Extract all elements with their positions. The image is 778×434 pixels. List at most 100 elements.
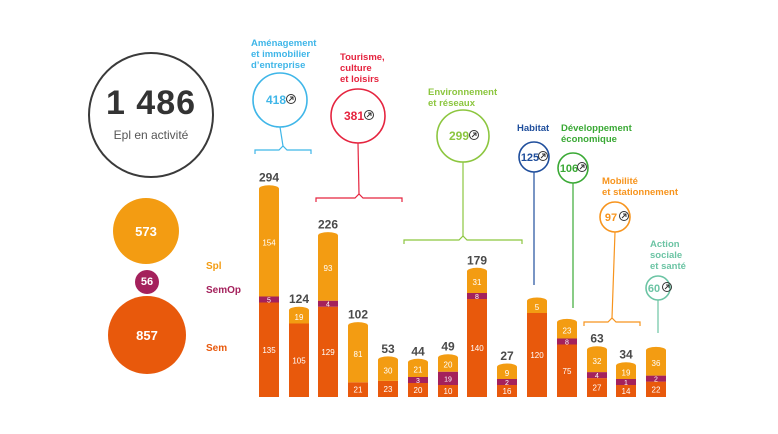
bar-segment-spl	[557, 322, 577, 339]
group-connector-line	[357, 142, 360, 195]
bar-top-cap	[616, 362, 636, 370]
bar-segment-label: 105	[292, 356, 306, 365]
semop-total-circle: 56	[135, 270, 159, 294]
group-name-line: Habitat	[517, 123, 550, 134]
bar-segment-label: 31	[473, 278, 482, 287]
arrow-icon	[579, 164, 585, 170]
bar-segment-label: 23	[384, 385, 393, 394]
semop-total-value: 56	[140, 276, 154, 288]
bar-total-label: 102	[348, 308, 368, 322]
bar-total-label: 34	[619, 348, 633, 362]
bar-segment-sem	[616, 385, 636, 397]
bar-segment-label: 2	[654, 377, 658, 384]
group-connector-line	[611, 231, 616, 319]
sem-total-circle: 857	[108, 296, 186, 374]
bar-segment-spl	[378, 359, 398, 381]
bar-segment-sem	[467, 299, 487, 397]
group-bracket	[254, 145, 312, 154]
bar-top-cap	[408, 358, 428, 366]
bar-segment-semop	[587, 372, 607, 379]
row-label-spl: Spl	[206, 261, 222, 272]
bar-segment-spl	[467, 271, 487, 293]
bar-segment-label: 154	[262, 239, 276, 248]
bar-segment-sem	[587, 378, 607, 397]
bar-segment-semop	[259, 296, 279, 303]
total-epl-value: 1 486	[105, 84, 197, 122]
bar-segment-spl	[289, 310, 309, 324]
bar-segment-label: 16	[503, 387, 512, 396]
bar-segment-sem	[646, 381, 666, 397]
bar-segment-label: 140	[470, 344, 484, 353]
bar-segment-label: 8	[475, 294, 479, 301]
arrow-icon	[366, 112, 372, 118]
arrow-icon	[540, 153, 546, 159]
bar-segment-sem	[527, 313, 547, 397]
group-total-value: 106	[560, 163, 578, 175]
bar-segment-sem	[408, 383, 428, 397]
bar-segment-label: 1	[624, 380, 628, 387]
group-total-value: 97	[605, 212, 617, 224]
bar-segment-sem	[438, 385, 458, 397]
external-link-icon	[286, 94, 296, 104]
row-label-sem: Sem	[206, 343, 228, 354]
bar-segment-semop	[557, 338, 577, 345]
group-name-line: Environnement	[428, 87, 498, 98]
arrow-icon	[288, 96, 294, 102]
bar-segment-semop	[318, 300, 338, 307]
bar-segment-semop	[616, 379, 636, 385]
bar-segment-spl	[587, 349, 607, 373]
bar-segment-label: 14	[622, 387, 631, 396]
bar-total-label: 53	[381, 342, 395, 356]
bar-segment-label: 32	[593, 357, 602, 366]
bar-segment-label: 30	[384, 366, 393, 375]
spl-total-circle: 573	[113, 198, 179, 264]
total-epl-circle: 1 486 Epl en activité	[88, 52, 214, 178]
bar-top-cap	[289, 306, 309, 314]
bar-segment-spl	[646, 350, 666, 376]
group-name-line: et réseaux	[428, 98, 476, 109]
group-total-value: 381	[344, 109, 364, 123]
group-bracket	[315, 193, 403, 202]
external-link-icon	[469, 130, 479, 140]
group-total-value: 418	[266, 93, 286, 107]
bar-segment-semop	[646, 375, 666, 382]
sem-total-value: 857	[136, 327, 158, 343]
bar-total-label: 124	[289, 292, 309, 306]
bar-segment-semop	[438, 371, 458, 385]
external-link-icon	[577, 162, 587, 172]
group-name-line: Mobilité	[602, 176, 638, 187]
group-name-line: économique	[561, 134, 617, 145]
bar-top-cap	[438, 354, 458, 362]
bar-segment-sem	[259, 302, 279, 397]
bar-segment-spl	[616, 365, 636, 379]
bar-segment-spl	[408, 362, 428, 377]
bar-segment-semop	[497, 379, 517, 385]
external-link-icon	[364, 110, 374, 120]
bar-segment-label: 5	[535, 303, 540, 312]
group-name-line: Développement	[561, 123, 633, 134]
bar-segment-label: 3	[416, 378, 420, 385]
bar-top-cap	[259, 185, 279, 193]
group-name-line: culture	[340, 63, 372, 74]
bar-segment-sem	[378, 380, 398, 397]
bar-segment-label: 10	[444, 387, 453, 396]
bar-total-label: 226	[318, 218, 338, 232]
group-bracket	[403, 235, 523, 244]
group-name-line: et immobilier	[251, 49, 310, 60]
bar-total-label: 63	[590, 332, 604, 346]
bar-segment-label: 135	[262, 346, 276, 355]
arrow-icon	[471, 132, 477, 138]
external-link-icon	[538, 151, 548, 161]
bar-segment-label: 5	[267, 298, 271, 305]
bar-top-cap	[348, 322, 368, 330]
spl-total-value: 573	[135, 223, 157, 239]
bar-top-cap	[378, 356, 398, 364]
total-epl-label: Epl en activité	[113, 128, 189, 142]
group-total-value: 299	[449, 129, 469, 143]
bar-total-label: 49	[441, 340, 455, 354]
bar-segment-label: 23	[563, 326, 572, 335]
bar-segment-label: 4	[326, 302, 330, 309]
external-link-icon	[662, 282, 672, 292]
bar-total-label: 44	[411, 344, 425, 358]
